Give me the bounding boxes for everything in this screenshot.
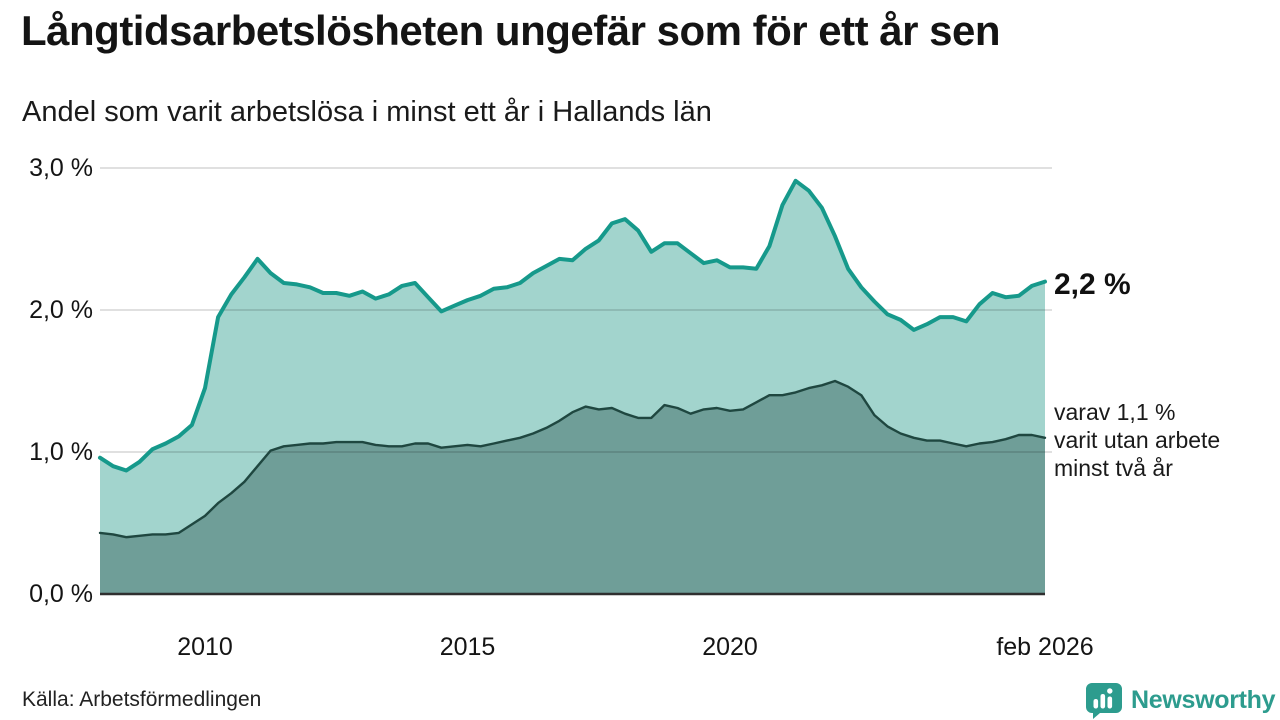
page-title: Långtidsarbetslösheten ungefär som för e…	[21, 7, 1001, 54]
area-two-years	[100, 381, 1045, 594]
x-axis-tick-label: 2020	[702, 633, 758, 661]
line-two-years	[98, 379, 1047, 539]
y-axis-tick-label: 2,0 %	[29, 296, 93, 324]
newsworthy-logo-text: Newsworthy	[1131, 686, 1276, 714]
x-axis-tick-label: feb 2026	[996, 633, 1094, 661]
secondary-value-note: varav 1,1 % varit utan arbete minst två …	[1054, 399, 1221, 481]
x-axis-tick-label: 2010	[177, 633, 233, 661]
y-axis-tick-label: 3,0 %	[29, 154, 93, 182]
y-axis-tick-label: 1,0 %	[29, 438, 93, 466]
line-one-year	[98, 178, 1047, 473]
latest-value-label: 2,2 %	[1054, 268, 1131, 301]
bar-chart-bubble-icon	[1085, 682, 1123, 719]
page-subtitle: Andel som varit arbetslösa i minst ett å…	[22, 96, 712, 128]
y-axis-tick-label: 0,0 %	[29, 580, 93, 608]
newsworthy-logo: Newsworthy	[1085, 682, 1276, 719]
source-text: Källa: Arbetsförmedlingen	[22, 688, 262, 711]
x-axis-tick-label: 2015	[439, 633, 496, 661]
